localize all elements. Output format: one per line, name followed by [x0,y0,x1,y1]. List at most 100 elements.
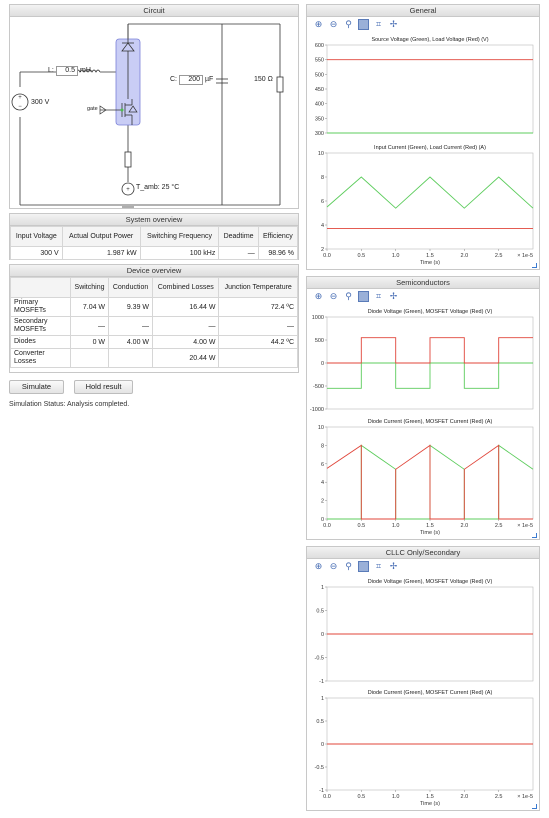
simulate-button[interactable]: Simulate [9,380,64,394]
y-tick-label: 2 [321,247,324,253]
value-efficiency: 98.96 % [257,246,299,260]
cell [218,348,298,368]
x-tick-label: 2.0 [461,253,469,259]
magnify-icon[interactable]: ⚲ [345,560,352,571]
y-tick-label: 300 [315,131,324,137]
pan-icon[interactable]: ⌗ [375,560,382,571]
select-area-icon[interactable] [358,18,369,30]
zoom-out-icon[interactable]: ⊖ [329,560,338,571]
y-tick-label: 4 [321,223,324,229]
general-panel-title: General [307,5,539,17]
magnify-icon[interactable]: ⚲ [345,290,352,301]
x-tick-label: 1.5 [426,794,434,800]
cell: — [218,316,298,336]
cllc-current-chart[interactable]: Diode Current (Green), MOSFET Current (R… [307,686,539,810]
input-load-current-chart[interactable]: Input Current (Green), Load Current (Red… [307,141,539,269]
resize-handle[interactable] [532,263,537,268]
crosshair-icon[interactable]: ✢ [389,18,398,29]
y-tick-label: 2 [321,499,324,505]
red-series-line [326,444,533,520]
pan-icon[interactable]: ⌗ [375,290,382,301]
select-area-icon[interactable] [358,560,369,572]
y-tick-label: 0.5 [316,719,324,725]
green-series-line [327,362,533,389]
table-row: Primary MOSFETs 7.04 W 9.39 W 16.44 W 72… [10,297,298,317]
header-combined-losses: Combined Losses [152,277,220,298]
resize-handle[interactable] [532,533,537,538]
y-tick-label: 450 [315,87,324,93]
plot-area [326,152,534,250]
circuit-schematic: + − + [11,23,284,208]
system-overview-table: Input Voltage Actual Output Power Switch… [10,226,299,260]
x-tick-label: 2.5 [495,253,503,259]
source-load-voltage-chart[interactable]: Source Voltage (Green), Load Voltage (Re… [307,33,539,137]
y-tick-label: 1 [321,585,324,591]
general-panel: General ⊕ ⊖ ⚲ ⌗ ✢ Source Voltage (Green)… [306,4,540,270]
cell [108,348,154,368]
hold-result-button[interactable]: Hold result [74,380,133,394]
x-tick-label: 2.5 [495,523,503,529]
cell: — [108,316,154,336]
diode-mosfet-voltage-chart[interactable]: Diode Voltage (Green), MOSFET Voltage (R… [307,305,539,413]
x-tick-label: 1.0 [392,794,400,800]
resize-handle[interactable] [532,804,537,809]
capacitor-unit: µF [205,76,214,83]
cell: 0 W [69,335,110,349]
cell: 44.2 ºC [218,335,298,349]
green-series-line [326,176,534,209]
magnify-icon[interactable]: ⚲ [345,18,352,29]
row-label: Secondary MOSFETs [10,316,71,336]
source-voltage-label[interactable]: 300 V [31,99,50,106]
simulation-status: Simulation Status: Analysis completed. [9,401,130,408]
plot-area [326,44,534,134]
zoom-out-icon[interactable]: ⊖ [329,290,338,301]
cllc-panel-title: CLLC Only/Secondary [307,547,539,559]
resistor-value[interactable]: 150 Ω [254,76,273,83]
y-tick-label: 350 [315,116,324,122]
circuit-panel-title: Circuit [10,5,298,17]
row-label: Diodes [10,335,71,349]
gate-label: gate [87,106,98,112]
table-row: Diodes 0 W 4.00 W 4.00 W 44.2 ºC [10,335,298,349]
chart-toolbar: ⊕ ⊖ ⚲ ⌗ ✢ [307,559,539,573]
inductor-unit: mH [80,67,91,74]
cell: 7.04 W [69,297,110,317]
y-tick-label: 4 [321,480,324,486]
x-tick-label: 2.0 [461,523,469,529]
header-deadtime: Deadtime [218,226,259,247]
svg-text:+: + [126,187,130,193]
header-switching: Switching [69,277,110,298]
cllc-voltage-chart[interactable]: Diode Voltage (Green), MOSFET Voltage (R… [307,575,539,685]
select-area-icon[interactable] [358,290,369,302]
header-input-voltage: Input Voltage [10,226,63,247]
y-tick-label: 10 [318,425,324,431]
inductor-value-field[interactable]: 0.5 [56,66,78,76]
y-tick-label: 0 [321,742,324,748]
x-axis-factor: × 1e-5 [517,253,533,259]
ambient-temperature-label[interactable]: T_amb: 25 °C [136,184,180,191]
cell [69,348,110,368]
crosshair-icon[interactable]: ✢ [389,290,398,301]
crosshair-icon[interactable]: ✢ [389,560,398,571]
diode-mosfet-current-chart[interactable]: Diode Current (Green), MOSFET Current (R… [307,415,539,539]
pan-icon[interactable]: ⌗ [375,18,382,29]
x-tick-label: 0.5 [358,523,366,529]
y-tick-label: 6 [321,199,324,205]
device-overview-panel: Device overview Switching Conduction Com… [9,264,299,373]
value-deadtime: — [218,246,259,260]
x-tick-label: 1.0 [392,253,400,259]
semiconductors-panel: Semiconductors ⊕ ⊖ ⚲ ⌗ ✢ Diode Voltage (… [306,276,540,540]
capacitor-value-field[interactable]: 200 [179,75,203,85]
x-axis-label: Time (s) [420,260,440,266]
red-series-line [327,337,533,364]
zoom-out-icon[interactable]: ⊖ [329,18,338,29]
y-tick-label: 400 [315,102,324,108]
x-axis-label: Time (s) [420,801,440,807]
zoom-in-icon[interactable]: ⊕ [314,18,323,29]
table-row: Secondary MOSFETs — — — — [10,316,298,336]
zoom-in-icon[interactable]: ⊕ [314,560,323,571]
zoom-in-icon[interactable]: ⊕ [314,290,323,301]
cell: — [152,316,220,336]
x-axis-factor: × 1e-5 [517,794,533,800]
chart-title: Diode Voltage (Green), MOSFET Voltage (R… [368,309,493,315]
